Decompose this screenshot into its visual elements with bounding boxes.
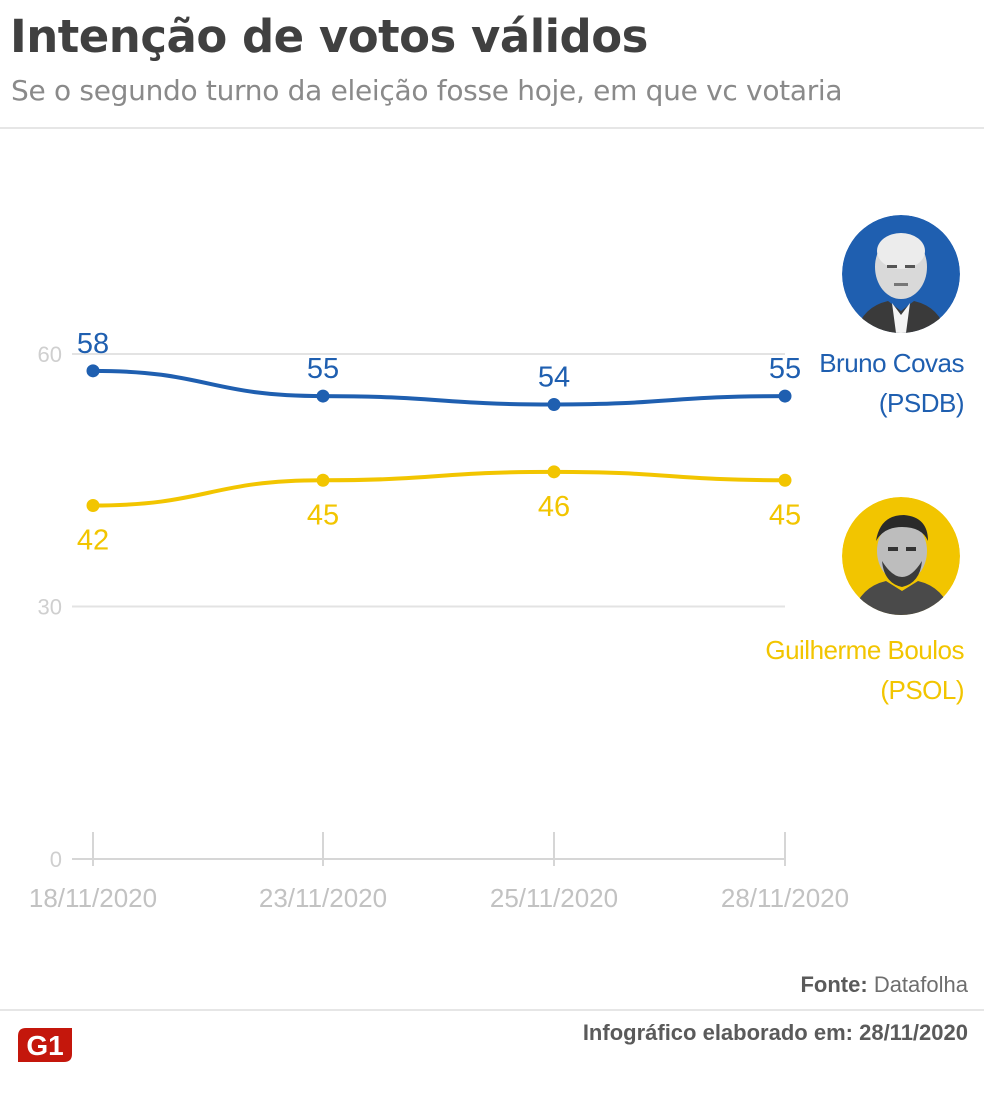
- data-point: [547, 398, 561, 411]
- page-subtitle: Se o segundo turno da eleição fosse hoje…: [11, 74, 843, 107]
- data-point: [316, 389, 330, 403]
- line-chart: 0 30 60 18/11/2020 23/11/2020 25/11/2020 28/11…: [29, 328, 849, 913]
- data-label: 55: [307, 353, 339, 385]
- x-tick-label: 25/11/2020: [490, 883, 618, 913]
- data-point: [86, 364, 100, 378]
- data-point: [316, 473, 330, 487]
- footer-divider: [0, 1009, 984, 1011]
- data-label: 55: [769, 353, 801, 385]
- data-label: 58: [77, 328, 109, 360]
- candidate-1-party: (PSDB): [878, 388, 965, 418]
- data-label: 54: [538, 362, 570, 394]
- y-tick-label: 60: [38, 342, 62, 367]
- x-tick-label: 28/11/2020: [721, 883, 849, 913]
- candidate-2-photo: [842, 497, 960, 615]
- source-note: Fonte: Datafolha: [800, 972, 968, 998]
- candidate-photo-icon: [842, 215, 960, 333]
- header-divider: [0, 127, 984, 129]
- source-label: Fonte:: [800, 972, 868, 997]
- x-tick-label: 23/11/2020: [259, 883, 387, 913]
- candidate-photo-icon: [842, 497, 960, 615]
- page-title: Intenção de votos válidos: [10, 10, 648, 63]
- candidate-2-party: (PSOL): [880, 675, 964, 705]
- credit-date: 28/11/2020: [859, 1020, 968, 1045]
- candidate-1-photo: [842, 215, 960, 333]
- data-point: [778, 389, 792, 403]
- data-label: 45: [307, 499, 339, 531]
- series-line-2: [92, 469, 786, 508]
- data-point: [547, 465, 561, 479]
- candidate-1-name: Bruno Covas: [819, 348, 964, 378]
- g1-logo-icon: G1: [18, 1028, 72, 1062]
- data-point: [86, 499, 100, 512]
- data-point: [778, 473, 792, 487]
- y-tick-label: 0: [50, 847, 62, 872]
- credit-note: Infográfico elaborado em: 28/11/2020: [583, 1020, 968, 1046]
- g1-logo-text: G1: [26, 1030, 63, 1061]
- series-line-1: [92, 368, 786, 407]
- data-label: 42: [77, 525, 109, 557]
- candidate-2-name: Guilherme Boulos: [765, 635, 964, 665]
- y-tick-label: 30: [38, 595, 62, 620]
- source-value: Datafolha: [873, 972, 968, 997]
- data-label: 46: [538, 491, 570, 523]
- data-label: 45: [769, 499, 801, 531]
- credit-label: Infográfico elaborado em:: [582, 1020, 853, 1045]
- x-tick-label: 18/11/2020: [29, 883, 157, 913]
